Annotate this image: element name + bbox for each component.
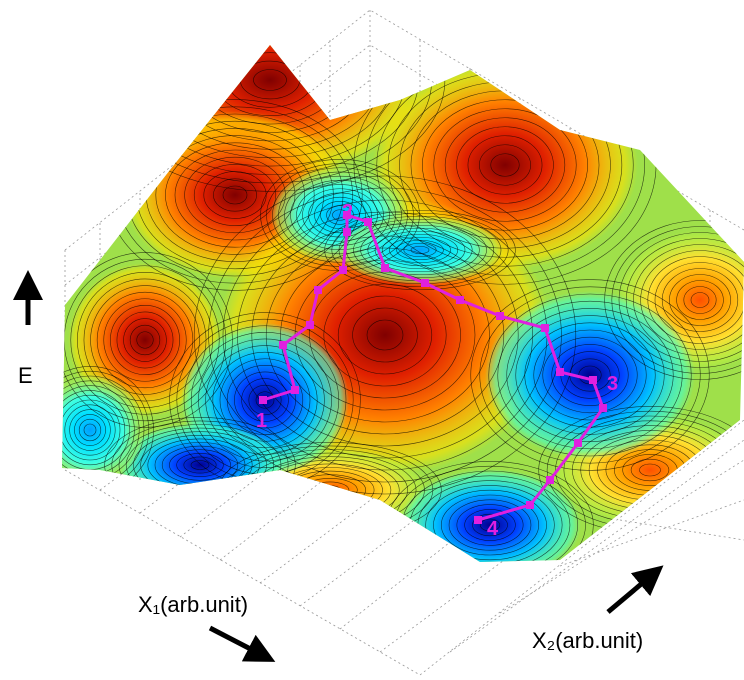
x-arrow: [210, 628, 262, 655]
path-node: [599, 404, 607, 412]
point-label: 3: [607, 373, 618, 395]
path-node: [456, 296, 464, 304]
y-arrow: [608, 575, 652, 612]
point-label: 4: [487, 518, 499, 540]
surface-region: [34, 374, 146, 486]
point-label: 2: [342, 201, 353, 223]
path-node: [259, 396, 267, 404]
x-axis-label: X₁(arb.unit): [138, 592, 248, 617]
path-node: [339, 266, 347, 274]
y-axis-label: X₂(arb.unit): [532, 628, 643, 653]
path-node: [541, 324, 549, 332]
path-node: [421, 279, 429, 287]
z-axis-label: E: [18, 363, 33, 388]
path-node: [474, 516, 482, 524]
point-label: 1: [256, 410, 267, 432]
path-node: [314, 286, 322, 294]
path-node: [556, 368, 564, 376]
path-node: [279, 341, 287, 349]
path-node: [291, 386, 299, 394]
path-node: [589, 376, 597, 384]
path-node: [546, 476, 554, 484]
path-node: [343, 228, 351, 236]
path-node: [574, 439, 582, 447]
figure: 1 2 3 4 E X₁(arb.unit) X₂(arb.unit): [0, 0, 744, 680]
contour-line: [320, 486, 341, 495]
surface: [0, 0, 744, 680]
path-node: [526, 501, 534, 509]
path-node: [496, 312, 504, 320]
path-node: [381, 264, 389, 272]
path-node: [364, 218, 372, 226]
path-node: [306, 321, 314, 329]
